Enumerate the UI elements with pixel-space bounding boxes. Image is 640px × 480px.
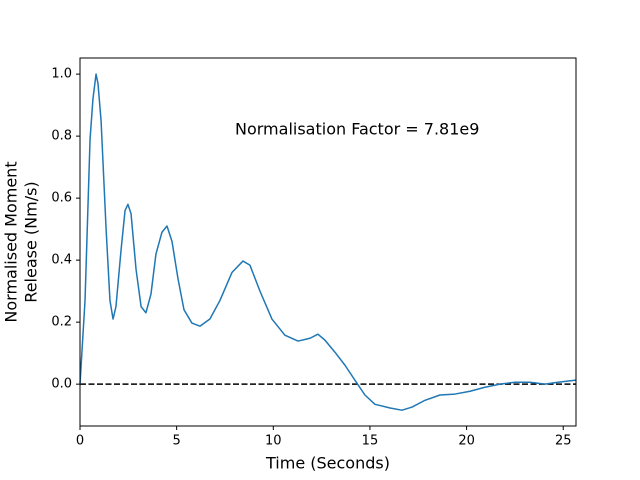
annotation: Normalisation Factor = 7.81e9 <box>235 120 479 139</box>
y-axis-label: Release (Nm/s) <box>22 181 41 302</box>
x-tick-label: 10 <box>265 434 282 449</box>
x-tick-label: 25 <box>555 434 572 449</box>
x-tick-label: 5 <box>173 434 181 449</box>
y-tick-label: 0.8 <box>51 129 72 144</box>
y-tick-label: 1.0 <box>51 67 72 82</box>
y-tick-label: 0.2 <box>51 315 72 330</box>
y-tick-label: 0.6 <box>51 191 72 206</box>
x-tick-label: 15 <box>362 434 379 449</box>
x-axis-label: Time (Seconds) <box>265 454 390 473</box>
x-tick-label: 20 <box>458 434 475 449</box>
y-tick-label: 0.0 <box>51 377 72 392</box>
y-axis-label: Normalised Moment <box>2 161 21 322</box>
x-tick-label: 0 <box>76 434 84 449</box>
plot-frame <box>79 57 577 427</box>
data-line <box>79 73 577 411</box>
y-tick-label: 0.4 <box>51 253 72 268</box>
